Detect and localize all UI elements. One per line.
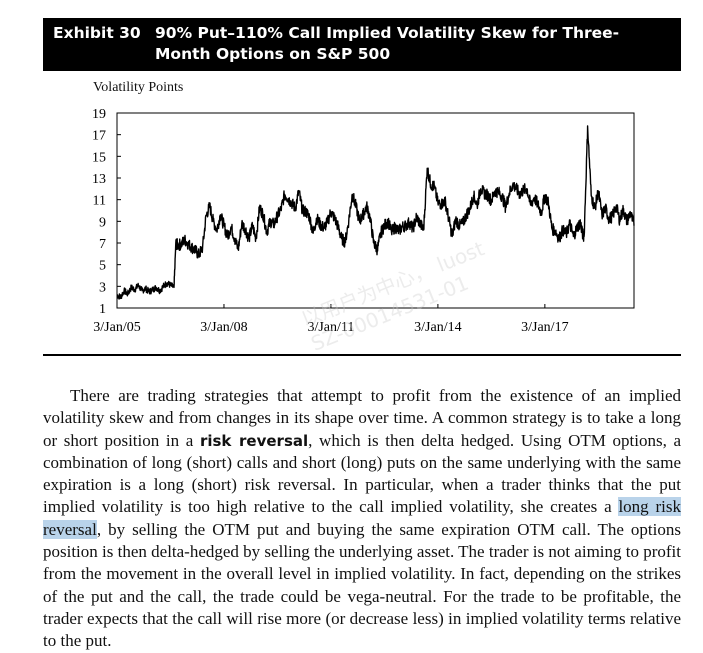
y-tick-label: 15 — [92, 150, 106, 165]
y-tick-label: 7 — [99, 237, 106, 252]
y-tick-label: 17 — [92, 129, 106, 144]
paragraph: There are trading strategies that attemp… — [43, 385, 681, 653]
y-tick-label: 13 — [92, 172, 106, 187]
plot-frame — [116, 112, 635, 309]
x-axis: 3/Jan/05 3/Jan/08 3/Jan/11 3/Jan/14 3/Jan/17 — [93, 304, 569, 335]
y-tick-label: 11 — [93, 194, 106, 209]
keyword-risk-reversal: risk reversal — [199, 431, 309, 450]
x-tick-label: 3/Jan/05 — [93, 320, 140, 335]
series-line — [116, 125, 635, 300]
text-run: , by selling the OTM put and buying the … — [43, 519, 682, 651]
x-tick-label: 3/Jan/11 — [307, 320, 354, 335]
exhibit-bottom-rule — [43, 354, 681, 356]
y-tick-label: 1 — [99, 302, 106, 317]
y-axis-label: Volatility Points — [93, 80, 184, 95]
exhibit-header: Exhibit 30 90% Put–110% Call Implied Vol… — [43, 18, 681, 71]
x-tick-label: 3/Jan/17 — [521, 320, 568, 335]
y-tick-label: 9 — [99, 215, 106, 230]
body-text: There are trading strategies that attemp… — [43, 385, 681, 653]
y-tick-label: 3 — [99, 280, 106, 295]
y-tick-label: 19 — [92, 107, 106, 122]
exhibit-number: Exhibit 30 — [53, 24, 141, 42]
text-run: , which is then delta hedged. Using OTM … — [43, 430, 682, 517]
text-run: There are trading strategies that attemp… — [43, 386, 681, 450]
x-tick-label: 3/Jan/14 — [414, 320, 461, 335]
exhibit-title: 90% Put–110% Call Implied Volatility Ske… — [155, 24, 620, 63]
x-tick-label: 3/Jan/08 — [200, 320, 247, 335]
y-tick-label: 5 — [99, 259, 106, 274]
